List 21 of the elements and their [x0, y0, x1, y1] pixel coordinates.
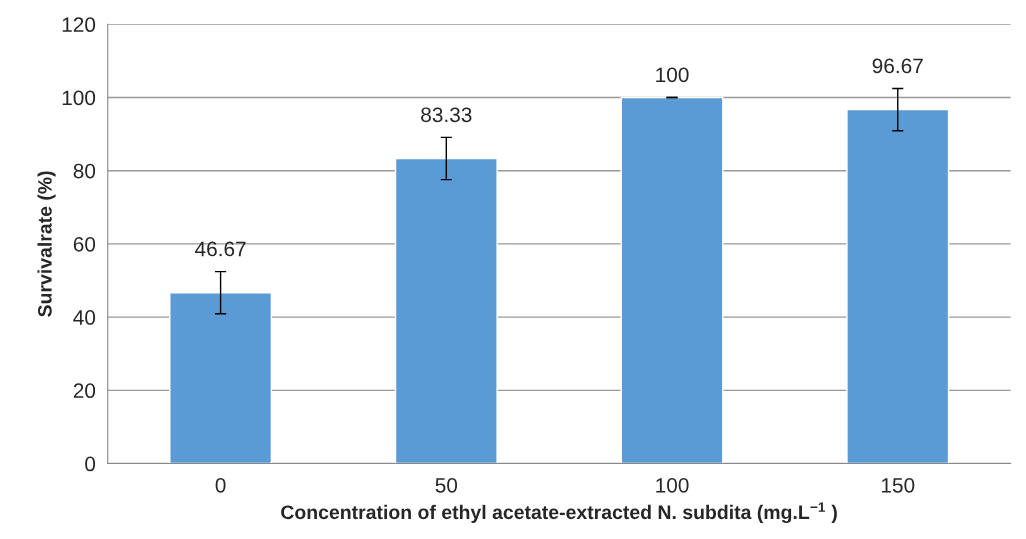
y-tick-label: 120	[62, 17, 96, 33]
data-label: 83.33	[421, 107, 472, 123]
data-label: 46.67	[195, 241, 246, 257]
bar	[846, 108, 950, 464]
x-axis-title: Concentration of ethyl acetate-extracted N. subdita (mg.L$^{−1}$ )	[281, 502, 837, 524]
data-label: 96.67	[872, 58, 923, 74]
y-tick-label: 0	[85, 456, 96, 472]
bar	[169, 291, 273, 464]
x-tick-label: 0	[215, 477, 226, 493]
y-tick-label: 80	[73, 163, 96, 179]
x-tick-label: 150	[881, 477, 915, 493]
y-tick-label: 60	[73, 236, 96, 252]
x-tick-label: 50	[435, 477, 458, 493]
data-label: 100	[656, 67, 689, 83]
bar	[394, 157, 498, 464]
y-tick-label: 100	[62, 90, 96, 106]
y-tick-label: 40	[73, 310, 96, 325]
y-axis-title: Survivalrate (%)	[37, 171, 56, 317]
x-tick-label: 100	[656, 477, 689, 493]
y-tick-label: 20	[73, 383, 96, 399]
bar	[620, 96, 724, 464]
